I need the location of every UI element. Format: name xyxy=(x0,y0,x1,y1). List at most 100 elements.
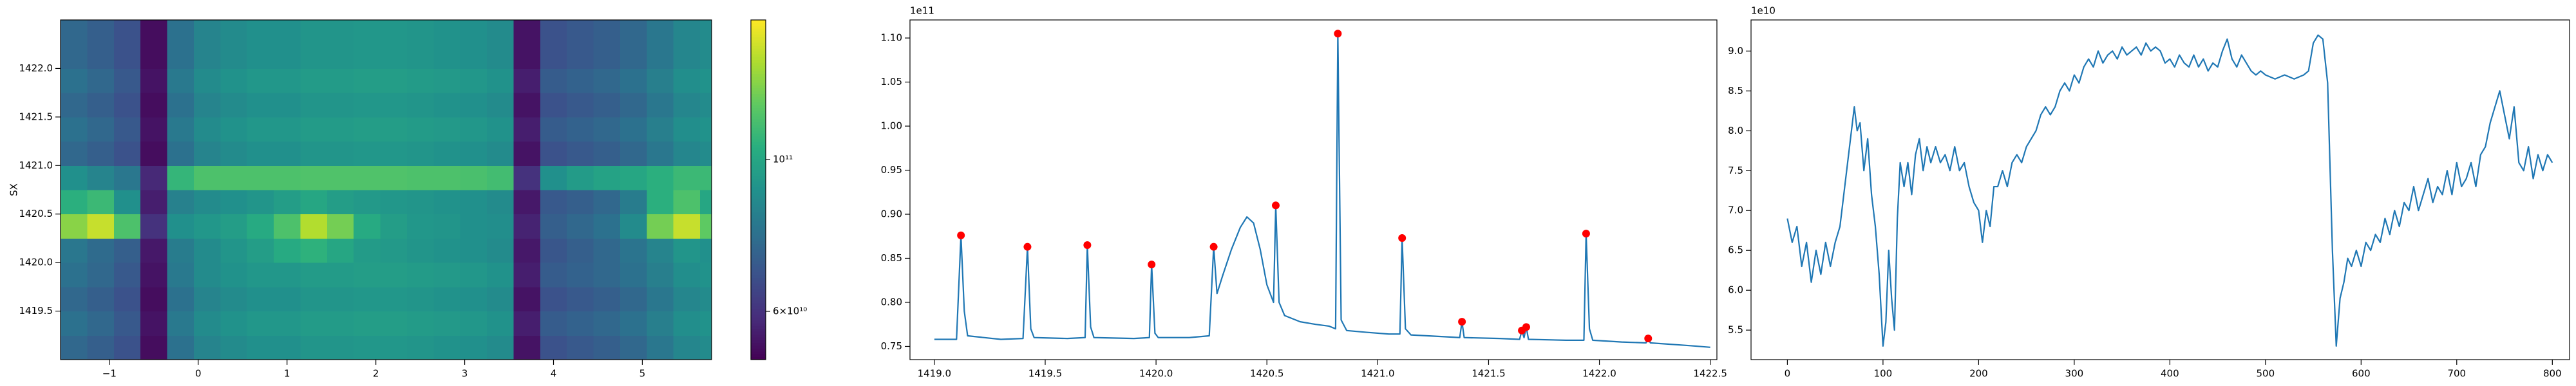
colorbar-tick-label: 6×10¹⁰ xyxy=(773,305,807,317)
heatmap-cell xyxy=(487,44,514,69)
heatmap-cell xyxy=(406,190,434,215)
heatmap-cell xyxy=(220,20,248,45)
colorbar-segment xyxy=(751,345,766,349)
heatmap-cell xyxy=(220,44,248,69)
heatmap-cell xyxy=(274,165,301,190)
heatmap-cell xyxy=(673,190,701,215)
colorbar-segment xyxy=(751,105,766,108)
heatmap-cell xyxy=(513,214,541,239)
heatmap-cell xyxy=(567,190,594,215)
heatmap-cell xyxy=(593,335,621,360)
heatmap-cell xyxy=(380,20,408,45)
colorbar-segment xyxy=(751,113,766,117)
heatmap-cell xyxy=(487,335,514,360)
heatmap-cell xyxy=(540,238,567,263)
x-tick-label: 1420.5 xyxy=(1250,368,1284,380)
colorbar-segment xyxy=(751,275,766,278)
heatmap-cell xyxy=(673,335,701,360)
heatmap-cell xyxy=(460,190,488,215)
colorbar-segment xyxy=(751,232,766,235)
heatmap-cell xyxy=(274,44,301,69)
heatmap-cell xyxy=(647,68,674,93)
heatmap-cell xyxy=(513,262,541,288)
heatmap-cell xyxy=(433,116,461,142)
x-tick-label: 600 xyxy=(2352,368,2371,380)
heatmap-cell xyxy=(433,214,461,239)
heatmap-cell xyxy=(647,141,674,166)
y-tick-label: 1421.0 xyxy=(19,160,53,171)
heatmap-cell xyxy=(274,141,301,166)
y-tick-label: 1.05 xyxy=(881,76,902,87)
colorbar-segment xyxy=(751,226,766,230)
y-tick-label: 0.90 xyxy=(881,208,902,220)
heatmap-cell xyxy=(193,93,221,118)
heatmap-cell xyxy=(567,20,594,45)
heatmap-cell xyxy=(433,262,461,288)
colorbar-segment xyxy=(751,257,766,261)
heatmap-cell xyxy=(300,44,328,69)
heatmap-cell xyxy=(220,214,248,239)
heatmap-cell xyxy=(700,20,712,45)
heatmap-cell xyxy=(274,190,301,215)
y-tick-label: 0.75 xyxy=(881,340,902,352)
heatmap-cell xyxy=(300,262,328,288)
heatmap-cell xyxy=(113,165,141,190)
colorbar-segment xyxy=(751,306,766,309)
heatmap-cell xyxy=(220,116,248,142)
colorbar-frame xyxy=(750,19,766,360)
heatmap-cell xyxy=(354,44,381,69)
heatmap-cell xyxy=(567,238,594,263)
peak-marker xyxy=(1398,234,1406,242)
heatmap-cell xyxy=(87,68,115,93)
x-tick-label: 1419.0 xyxy=(918,368,952,380)
heatmap-cell xyxy=(620,190,647,215)
heatmap-cell xyxy=(513,20,541,45)
colorbar-segment xyxy=(751,107,766,111)
heatmap-cell xyxy=(380,214,408,239)
peak-marker xyxy=(1644,335,1653,343)
heatmap-cell xyxy=(87,335,115,360)
heatmap-cell xyxy=(140,335,168,360)
colorbar-segment xyxy=(751,320,766,324)
heatmap-cell xyxy=(647,44,674,69)
heatmap-cell xyxy=(247,335,274,360)
x-tick-label: 400 xyxy=(2161,368,2179,380)
colorbar-segment xyxy=(751,215,766,219)
colorbar-segment xyxy=(751,144,766,148)
heatmap-cell xyxy=(300,286,328,312)
colorbar-segment xyxy=(751,142,766,145)
heatmap-cell xyxy=(593,93,621,118)
heatmap-cell xyxy=(647,286,674,312)
heatmap-cell xyxy=(87,238,115,263)
colorbar-segment xyxy=(751,348,766,352)
colorbar-segment xyxy=(751,93,766,97)
colorbar-segment xyxy=(751,170,766,174)
heatmap-cell xyxy=(593,116,621,142)
heatmap-cell xyxy=(567,262,594,288)
heatmap-cell xyxy=(327,286,354,312)
colorbar-segment xyxy=(751,192,766,196)
y-tick-label: 0.95 xyxy=(881,164,902,176)
colorbar-segment xyxy=(751,322,766,326)
heatmap-cell xyxy=(61,68,88,93)
colorbar-segment xyxy=(751,243,766,247)
colorbar-segment xyxy=(751,172,766,176)
colorbar-segment xyxy=(751,221,766,225)
colorbar-segment xyxy=(751,209,766,213)
offset-text: 1e10 xyxy=(1751,5,1776,17)
heatmap-cell xyxy=(247,311,274,336)
heatmap-cell xyxy=(567,165,594,190)
heatmap-cell xyxy=(700,286,712,312)
heatmap-cell xyxy=(327,68,354,93)
y-tick-label: 6.5 xyxy=(1728,244,1743,256)
colorbar-segment xyxy=(751,241,766,244)
heatmap-cell xyxy=(300,20,328,45)
colorbar-segment xyxy=(751,130,766,134)
heatmap-cell xyxy=(647,165,674,190)
colorbar-segment xyxy=(751,328,766,332)
colorbar-segment xyxy=(751,181,766,185)
colorbar-segment xyxy=(751,261,766,264)
heatmap-cell xyxy=(327,141,354,166)
heatmap-cell xyxy=(513,116,541,142)
heatmap-cell xyxy=(406,141,434,166)
